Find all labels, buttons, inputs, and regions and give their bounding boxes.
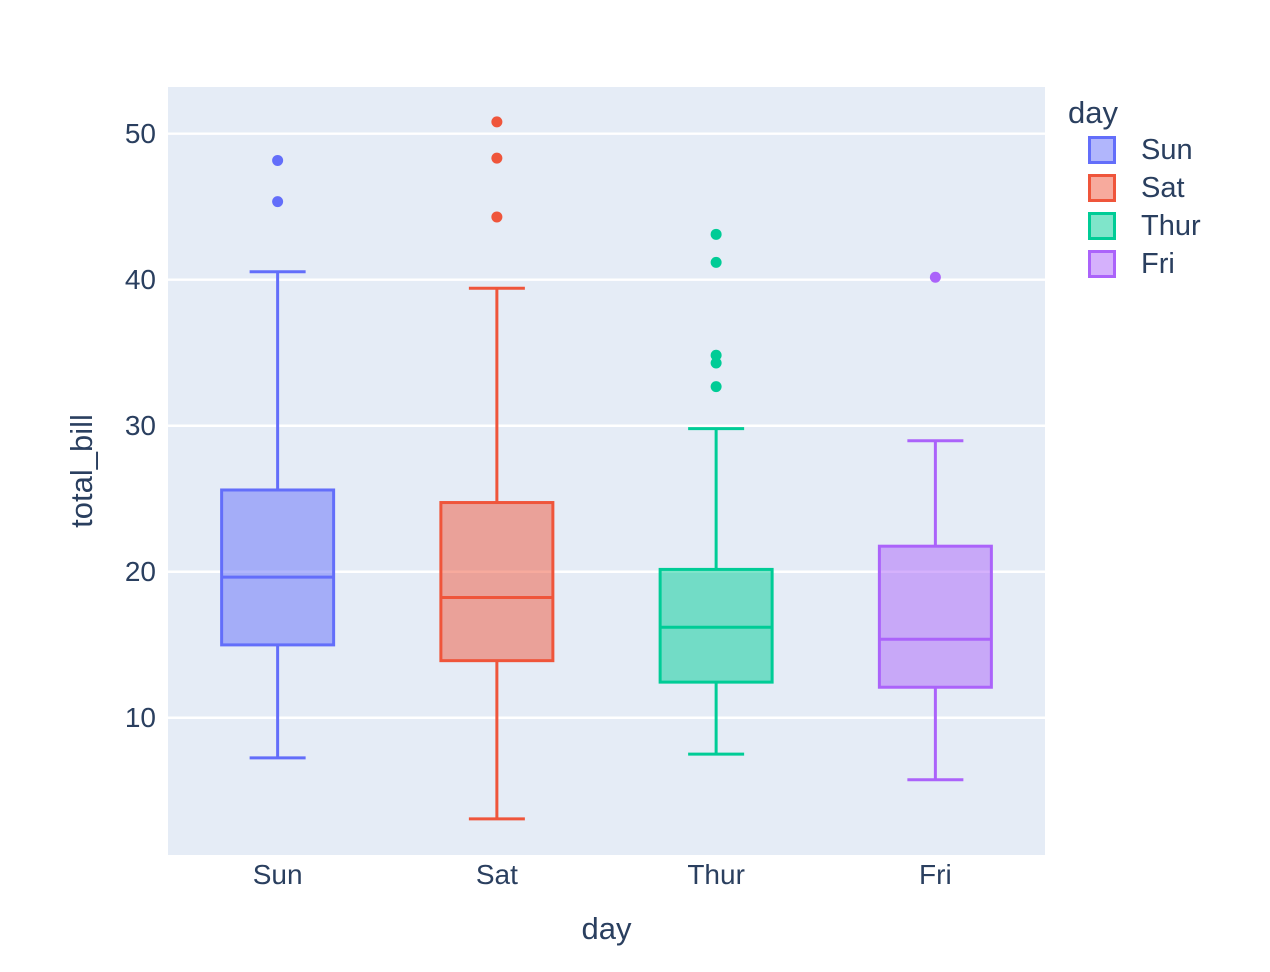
legend-item-sun[interactable]: Sun bbox=[1066, 131, 1201, 169]
legend-items: Sun Sat Thur Fri bbox=[1066, 131, 1201, 283]
y-tick-label: 40 bbox=[124, 263, 156, 295]
y-tick-label: 20 bbox=[124, 555, 156, 587]
box-plot-fri[interactable] bbox=[877, 271, 993, 782]
plot-canvas bbox=[168, 116, 1045, 821]
x-tick-label-sat: Sat bbox=[475, 859, 518, 890]
box-plot-sun[interactable] bbox=[220, 154, 336, 760]
legend-item-label: Sun bbox=[1141, 133, 1193, 166]
outlier-point[interactable] bbox=[929, 271, 941, 283]
legend: day Sun Sat Thur Fri bbox=[1066, 94, 1201, 283]
outlier-point[interactable] bbox=[491, 152, 503, 164]
x-axis-title: day bbox=[581, 911, 632, 946]
legend-swatch-icon bbox=[1088, 250, 1116, 278]
outlier-point[interactable] bbox=[710, 256, 722, 268]
legend-item-thur[interactable]: Thur bbox=[1066, 207, 1201, 245]
outlier-point[interactable] bbox=[710, 381, 722, 393]
legend-swatch-icon bbox=[1088, 212, 1116, 240]
x-tick-label-thur: Thur bbox=[687, 859, 745, 890]
legend-title: day bbox=[1068, 95, 1118, 130]
iqr-box[interactable] bbox=[220, 488, 336, 647]
outlier-point[interactable] bbox=[272, 154, 284, 166]
outlier-point[interactable] bbox=[491, 211, 503, 223]
outlier-point[interactable] bbox=[491, 116, 503, 128]
legend-item-fri[interactable]: Fri bbox=[1066, 245, 1201, 283]
y-tick-label: 50 bbox=[124, 117, 156, 149]
y-tick-label: 10 bbox=[124, 701, 156, 733]
y-tick-label: 30 bbox=[124, 409, 156, 441]
outlier-point[interactable] bbox=[710, 357, 722, 369]
outlier-point[interactable] bbox=[710, 349, 722, 361]
x-tick-label-sun: Sun bbox=[252, 859, 303, 890]
legend-swatch-icon bbox=[1088, 174, 1116, 202]
legend-item-label: Thur bbox=[1141, 209, 1201, 242]
iqr-box[interactable] bbox=[439, 501, 555, 663]
box-plot-sat[interactable] bbox=[439, 116, 555, 821]
outlier-point[interactable] bbox=[710, 228, 722, 240]
legend-item-sat[interactable]: Sat bbox=[1066, 169, 1201, 207]
legend-swatch-icon bbox=[1088, 136, 1116, 164]
box-plot-thur[interactable] bbox=[658, 228, 774, 756]
plot-area bbox=[168, 87, 1045, 855]
outlier-point[interactable] bbox=[272, 196, 284, 208]
legend-item-label: Fri bbox=[1141, 247, 1175, 280]
legend-item-label: Sat bbox=[1141, 171, 1185, 204]
y-axis-title: total_bill bbox=[64, 414, 99, 528]
iqr-box[interactable] bbox=[877, 544, 993, 689]
x-tick-label-fri: Fri bbox=[919, 859, 952, 890]
